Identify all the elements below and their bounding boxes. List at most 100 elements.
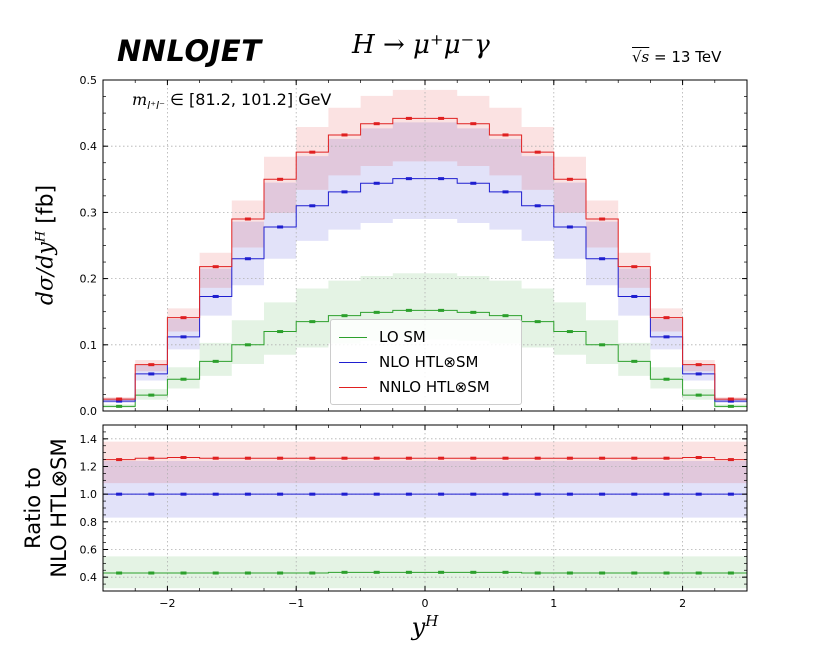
top-point-2-13 — [534, 150, 541, 154]
legend-label-lo: LO SM — [379, 328, 426, 346]
bot-point-1-1 — [148, 492, 155, 496]
bot-point-0-13 — [534, 571, 541, 575]
bot-point-2-8 — [373, 456, 380, 460]
mass-cut-range: ∈ [81.2, 101.2] GeV — [164, 90, 332, 109]
top-point-1-14 — [566, 225, 573, 229]
top-band-0 — [103, 273, 747, 408]
bot-point-2-15 — [599, 456, 606, 460]
bot-point-0-5 — [277, 571, 284, 575]
top-point-2-12 — [502, 133, 509, 137]
bot-point-0-8 — [373, 570, 380, 574]
top-point-2-4 — [244, 217, 251, 221]
top-point-0-13 — [534, 320, 541, 324]
bot-point-2-2 — [180, 456, 187, 460]
top-point-2-2 — [180, 316, 187, 320]
bot-point-0-15 — [599, 571, 606, 575]
legend-label-nnlo: NNLO HTL⊗SM — [379, 378, 490, 396]
top-point-1-3 — [212, 294, 219, 298]
bot-point-1-16 — [631, 492, 638, 496]
bot-point-1-14 — [566, 492, 573, 496]
energy-value: = 13 TeV — [649, 48, 722, 66]
top-point-2-10 — [438, 116, 445, 120]
top-series-2 — [103, 117, 747, 400]
top-point-2-1 — [148, 363, 155, 367]
top-point-0-4 — [244, 343, 251, 347]
bot-point-2-10 — [438, 456, 445, 460]
legend-label-nlo: NLO HTL⊗SM — [379, 353, 479, 371]
top-point-2-15 — [599, 217, 606, 221]
top-ytick-label-4: 0.4 — [80, 140, 98, 153]
top-point-0-16 — [631, 359, 638, 363]
top-ytick-label-0: 0.0 — [80, 405, 98, 418]
bot-point-0-19 — [727, 571, 734, 575]
bot-point-0-2 — [180, 571, 187, 575]
top-point-2-0 — [116, 397, 123, 401]
bot-point-1-11 — [470, 492, 477, 496]
top-point-2-8 — [373, 122, 380, 126]
top-lines — [103, 116, 747, 408]
bot-point-0-11 — [470, 570, 477, 574]
top-point-0-9 — [405, 308, 412, 312]
bot-ytick-label-3: 1.0 — [80, 488, 98, 501]
bot-point-0-3 — [212, 571, 219, 575]
top-series-0 — [103, 309, 747, 407]
top-point-0-6 — [309, 320, 316, 324]
top-point-1-0 — [116, 399, 123, 403]
top-axis: 0.0 0.1 0.2 0.3 0.4 0.5 — [80, 74, 748, 418]
top-point-0-3 — [212, 359, 219, 363]
top-point-0-15 — [599, 343, 606, 347]
top-point-0-18 — [695, 393, 702, 397]
xtick-label-4: 2 — [679, 597, 686, 610]
bot-point-2-17 — [663, 456, 670, 460]
bottom-axis: 0.4 0.6 0.8 1.0 1.2 1.4 −2 −1 0 1 2 — [80, 424, 748, 610]
bot-point-2-6 — [309, 456, 316, 460]
top-point-2-3 — [212, 265, 219, 269]
top-point-0-19 — [727, 404, 734, 408]
top-point-2-16 — [631, 265, 638, 269]
bot-point-1-17 — [663, 492, 670, 496]
bot-point-0-17 — [663, 571, 670, 575]
bot-point-0-1 — [148, 571, 155, 575]
xtick-label-2: 0 — [422, 597, 429, 610]
top-ytick-label-3: 0.3 — [80, 206, 98, 219]
bot-point-2-11 — [470, 456, 477, 460]
top-band-2 — [103, 89, 747, 402]
top-point-1-1 — [148, 372, 155, 376]
bot-point-2-12 — [502, 456, 509, 460]
bot-point-0-4 — [244, 571, 251, 575]
x-axis-label-main: y — [411, 613, 426, 641]
bot-ytick-label-2: 0.8 — [80, 516, 98, 529]
top-ytick-label-5: 0.5 — [80, 74, 98, 87]
bot-point-1-3 — [212, 492, 219, 496]
top-point-2-5 — [277, 177, 284, 181]
top-point-2-18 — [695, 363, 702, 367]
top-point-0-8 — [373, 310, 380, 314]
bot-point-1-18 — [695, 492, 702, 496]
bot-point-0-7 — [341, 570, 348, 574]
top-ytick-label-2: 0.2 — [80, 273, 98, 286]
top-point-2-14 — [566, 177, 573, 181]
bottom-ylabel-line2: NLO HTL⊗SM — [47, 438, 71, 578]
bot-point-2-19 — [727, 458, 734, 462]
bot-point-1-8 — [373, 492, 380, 496]
bot-point-0-12 — [502, 570, 509, 574]
top-point-1-7 — [341, 190, 348, 194]
top-point-0-0 — [116, 404, 123, 408]
bot-point-2-18 — [695, 456, 702, 460]
top-point-1-6 — [309, 204, 316, 208]
legend: LO SM NLO HTL⊗SM NNLO HTL⊗SM — [330, 319, 522, 405]
bot-series-0 — [103, 571, 747, 574]
mass-cut-var: m — [132, 90, 148, 109]
top-ylabel-main: dσ/dy — [33, 242, 59, 306]
bot-point-2-1 — [148, 456, 155, 460]
bot-point-2-13 — [534, 456, 541, 460]
top-point-1-8 — [373, 181, 380, 185]
bot-point-1-15 — [599, 492, 606, 496]
top-ylabel-unit: [fb] — [33, 184, 59, 231]
top-point-0-12 — [502, 314, 509, 318]
bot-point-1-4 — [244, 492, 251, 496]
bot-point-0-14 — [566, 571, 573, 575]
top-point-1-11 — [470, 181, 477, 185]
